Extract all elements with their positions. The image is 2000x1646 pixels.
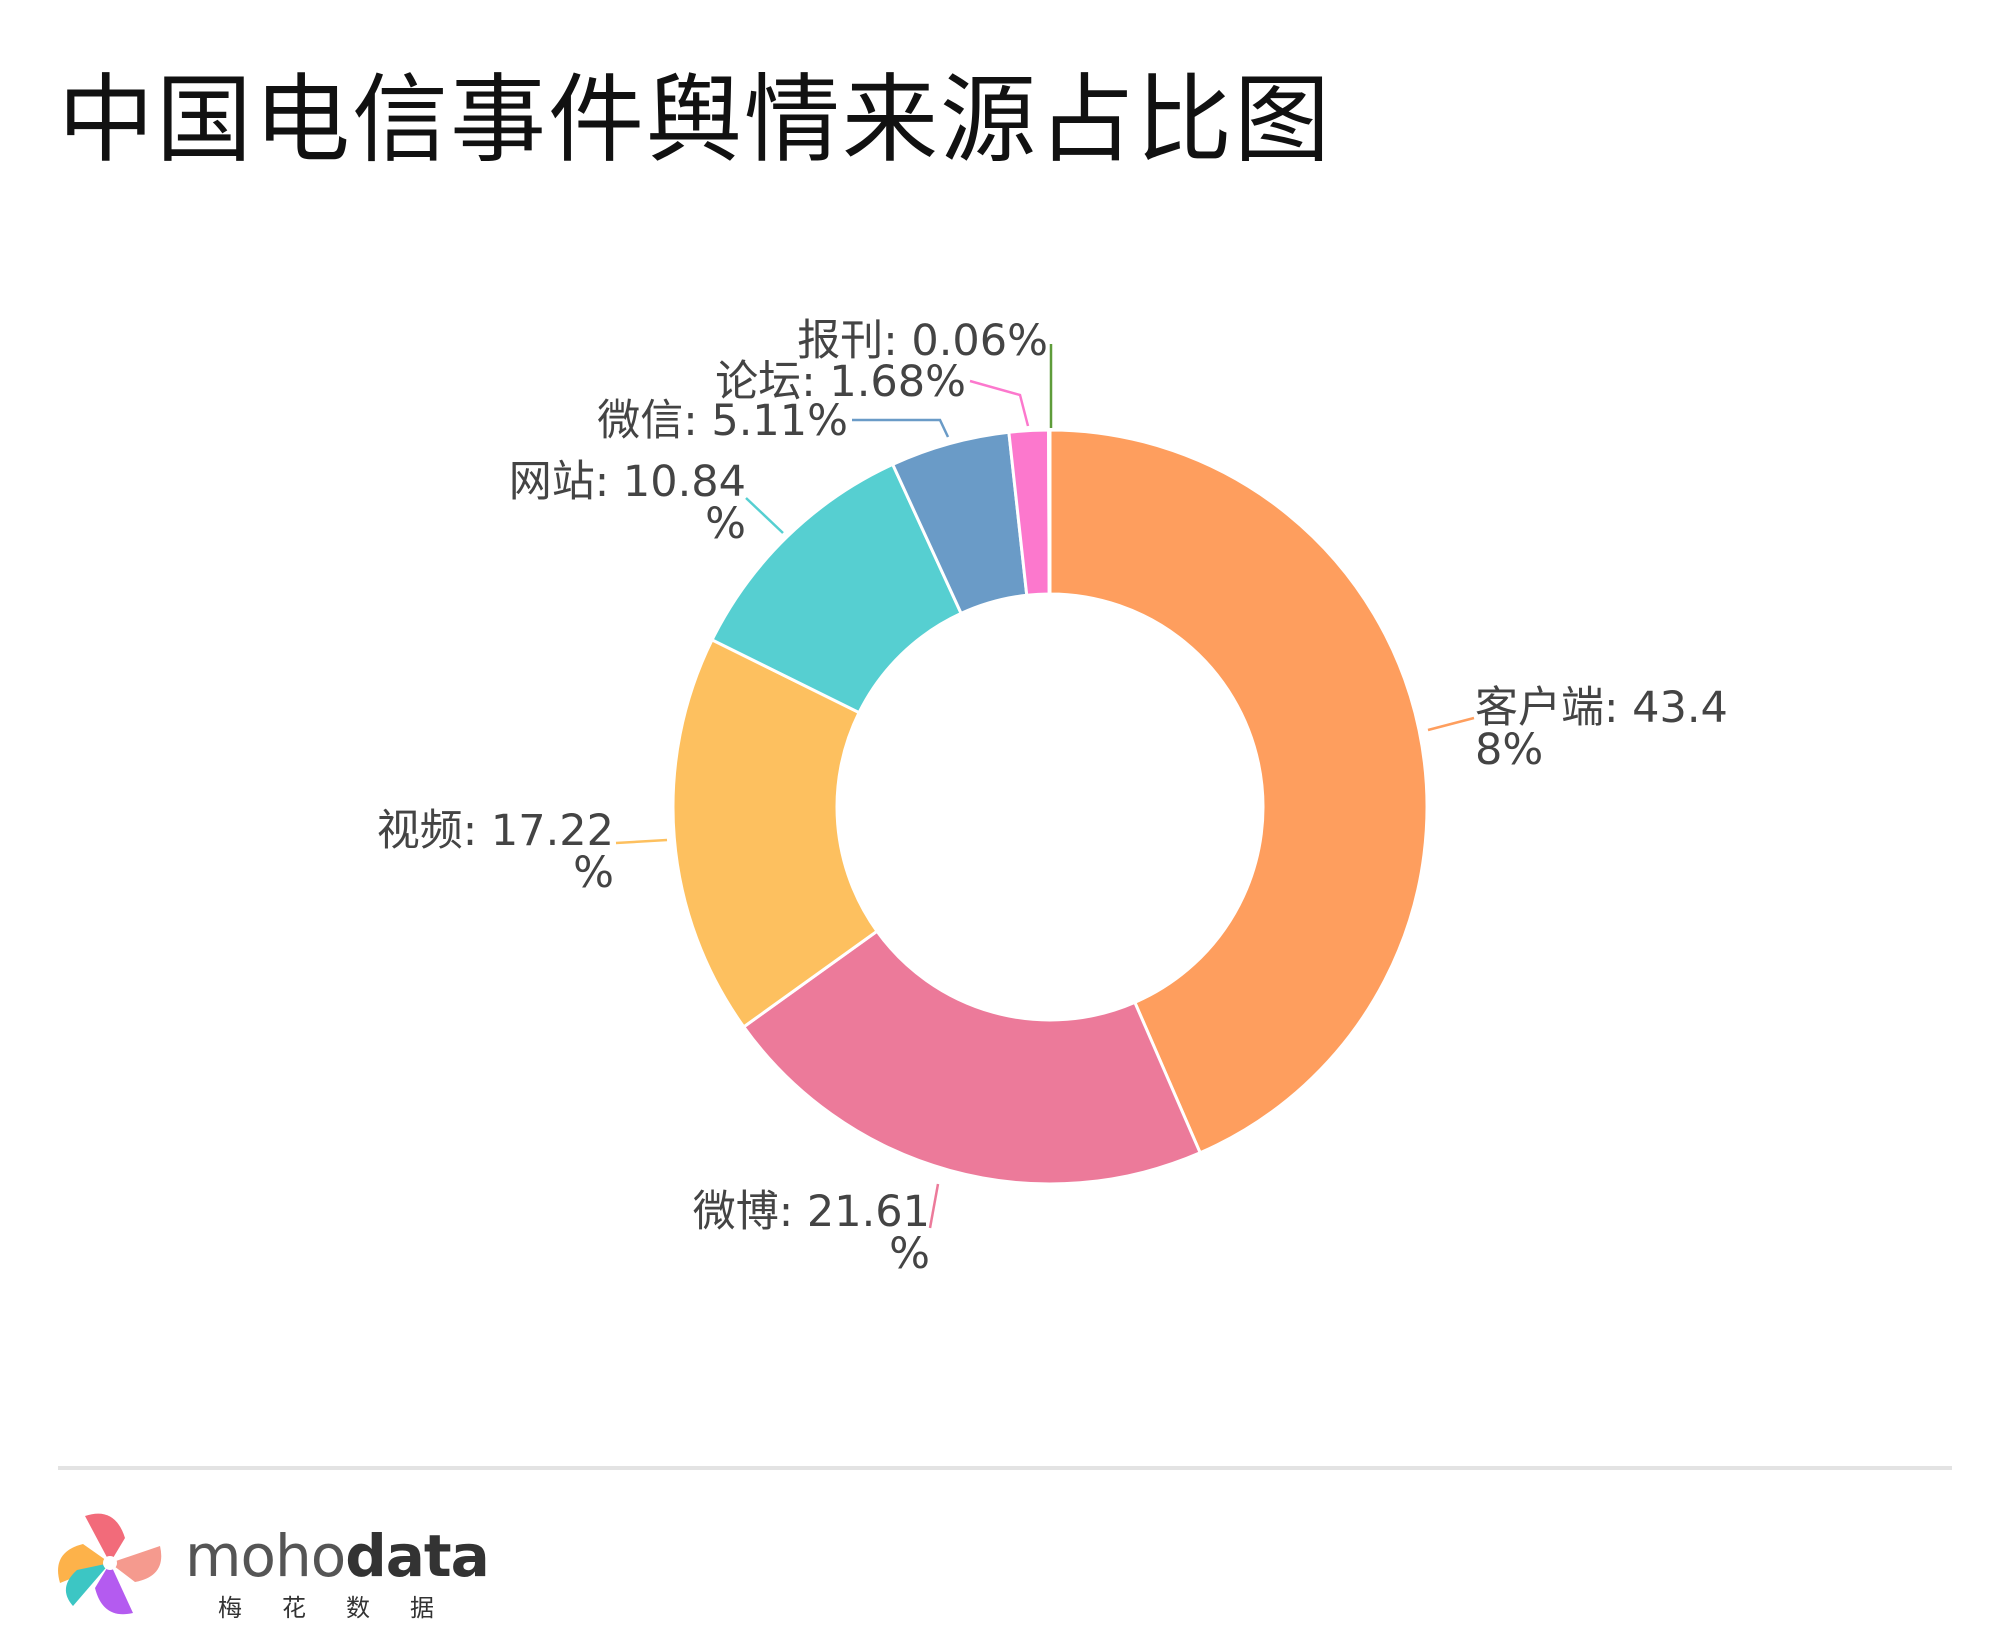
slice-label-微信: 微信: 5.11% xyxy=(597,396,848,446)
leader-lines-layer xyxy=(615,344,1475,1229)
chart-title: 中国电信事件舆情来源占比图 xyxy=(58,64,1332,176)
slice-微博 xyxy=(741,929,1203,1186)
slice-客户端 xyxy=(1048,428,1429,1155)
brand-name: mohodata xyxy=(185,1522,490,1590)
slices-layer xyxy=(671,428,1429,1186)
brand-subtitle: 梅花数据 xyxy=(218,1594,474,1622)
slice-报刊 xyxy=(1047,428,1052,596)
slice-label-微博: 微博: 21.61 xyxy=(693,1187,930,1237)
leader-line-微信 xyxy=(852,418,950,438)
pinwheel-logo-icon xyxy=(58,1513,162,1615)
leader-line-视频 xyxy=(615,838,668,845)
slice-视频 xyxy=(671,637,880,1029)
brand-name-part1: moho xyxy=(185,1522,346,1590)
slice-label-cont-微博: % xyxy=(889,1229,930,1279)
slice-label-cont-客户端: 8% xyxy=(1475,725,1543,775)
slice-label-网站: 网站: 10.84 xyxy=(509,457,746,507)
slice-label-客户端: 客户端: 43.4 xyxy=(1475,683,1728,733)
brand-footer: mohodata 梅花数据 xyxy=(55,1508,490,1628)
slice-label-cont-视频: % xyxy=(573,848,614,898)
leader-line-客户端 xyxy=(1427,716,1475,732)
slice-label-cont-网站: % xyxy=(705,499,746,549)
leader-line-网站 xyxy=(745,497,784,534)
labels-layer: 客户端: 43.48%微博: 21.61%视频: 17.22%网站: 10.84… xyxy=(377,316,1728,1279)
leader-line-论坛 xyxy=(969,379,1030,427)
leader-line-微博 xyxy=(928,1183,940,1229)
slice-label-报刊: 报刊: 0.06% xyxy=(797,316,1048,366)
slice-label-论坛: 论坛: 1.68% xyxy=(715,357,966,407)
slice-label-视频: 视频: 17.22 xyxy=(377,806,614,856)
brand-name-part2: data xyxy=(345,1522,490,1590)
footer-divider xyxy=(58,1466,1952,1470)
